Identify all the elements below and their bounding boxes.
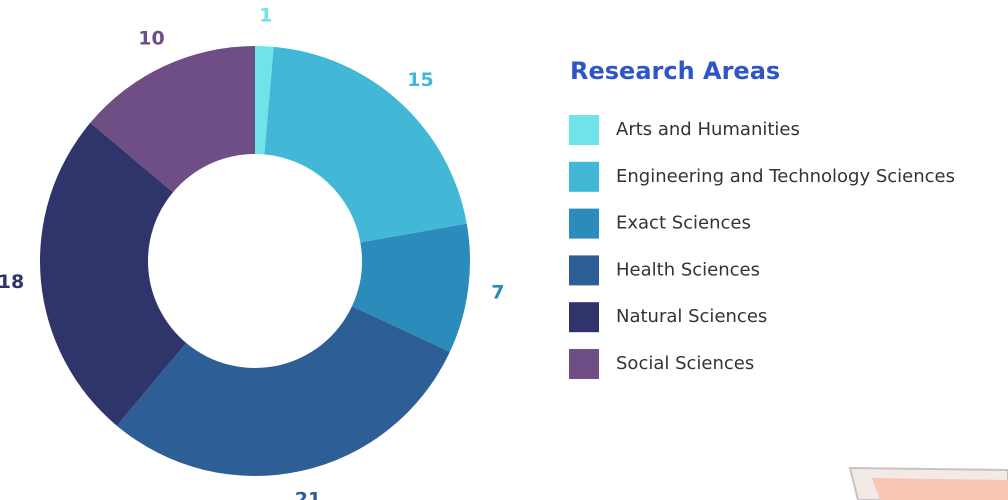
legend-swatch (569, 208, 599, 239)
data-label: 1 (259, 5, 272, 27)
legend-label: Natural Sciences (616, 306, 767, 327)
legend-swatch (569, 115, 599, 145)
legend-swatch (569, 161, 599, 192)
donut-slice (40, 122, 187, 426)
data-label: 21 (295, 489, 321, 500)
data-label: 15 (407, 69, 433, 91)
data-label: 7 (491, 281, 504, 303)
data-label: 10 (138, 27, 164, 49)
data-label: 18 (0, 271, 24, 293)
legend-swatch (569, 349, 599, 379)
donut-slice (255, 46, 274, 155)
legend-label: Engineering and Technology Sciences (616, 166, 955, 187)
legend-label: Social Sciences (616, 353, 754, 374)
donut-slice (351, 223, 470, 352)
donut-slice (90, 46, 255, 193)
legend-swatch (569, 255, 599, 286)
legend-label: Health Sciences (616, 259, 760, 280)
legend-label: Exact Sciences (616, 213, 751, 234)
legend-label: Arts and Humanities (616, 119, 800, 140)
decoration (872, 478, 1008, 500)
donut-slice (116, 306, 450, 476)
donut-slice (264, 46, 467, 243)
legend-swatch (569, 302, 599, 333)
legend-title: Research Areas (570, 57, 780, 85)
